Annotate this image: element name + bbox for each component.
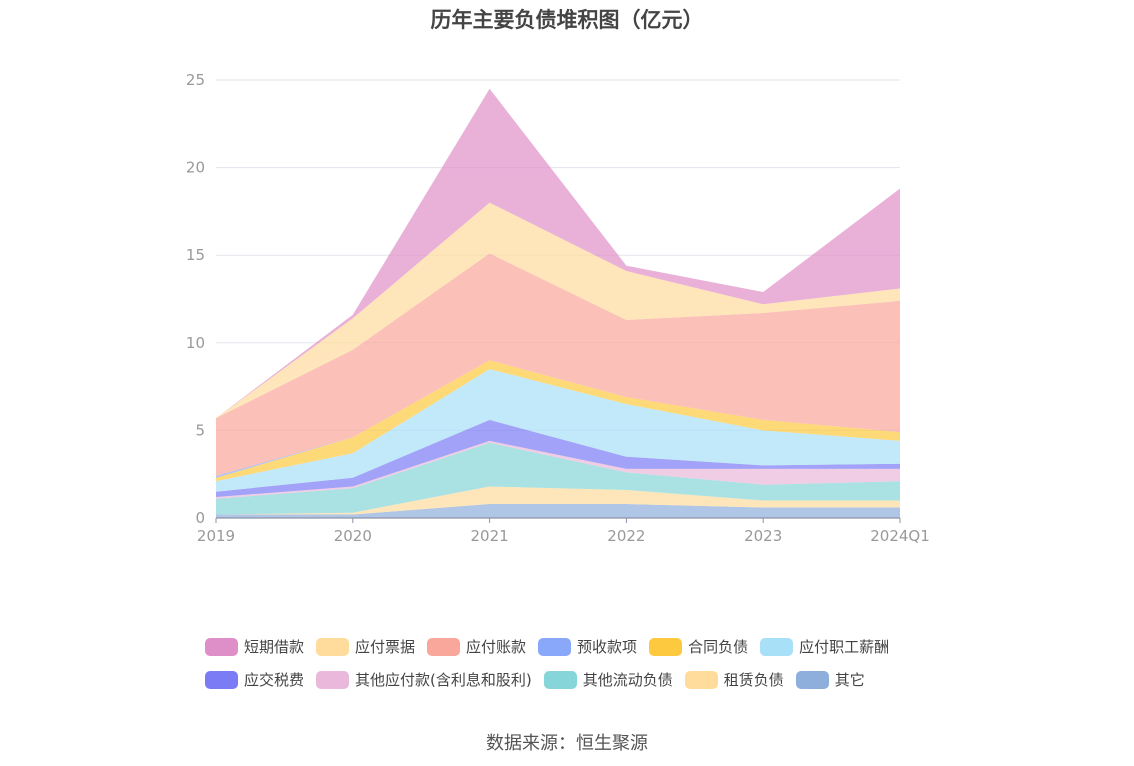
data-source-note: 数据来源：恒生聚源: [486, 733, 648, 754]
legend-label: 应交税费: [244, 671, 305, 689]
legend-label: 合同负债: [688, 638, 749, 656]
legend-item[interactable]: 预收款项: [538, 636, 637, 657]
y-tick-label: 0: [195, 509, 205, 527]
legend-swatch: [205, 637, 238, 656]
x-tick-label: 2024Q1: [870, 527, 930, 545]
legend-item[interactable]: 其它: [795, 669, 865, 690]
legend-swatch: [649, 637, 683, 656]
area-series-0: [216, 504, 900, 518]
legend-swatch: [760, 637, 794, 656]
chart-title: 历年主要负债堆积图（亿元）: [430, 8, 704, 32]
legend-swatch: [538, 637, 572, 656]
legend-item[interactable]: 合同负债: [649, 636, 748, 657]
area-series-2: [216, 442, 900, 515]
y-tick-label: 10: [186, 334, 205, 352]
area-series-4: [216, 419, 900, 497]
legend-label: 其它: [834, 671, 865, 689]
area-series-9: [216, 202, 900, 419]
area-series: [216, 88, 900, 518]
legend-label: 其他应付款(含利息和股利): [355, 671, 532, 689]
y-tick-label: 15: [186, 246, 205, 264]
legend-item[interactable]: 应付票据: [316, 636, 415, 657]
legend-swatch: [427, 637, 461, 656]
legend-item[interactable]: 其他流动负债: [543, 669, 673, 690]
legend-label: 预收款项: [577, 638, 638, 656]
x-tick-label: 2020: [334, 527, 372, 545]
legend-row-2: 应交税费 其他应付款(含利息和股利) 其他流动负债 租赁负债 其它: [205, 663, 945, 696]
legend-swatch: [543, 670, 577, 689]
legend-item[interactable]: 应付账款: [427, 636, 526, 657]
y-tick-label: 25: [186, 71, 205, 89]
area-series-8: [216, 253, 900, 476]
area-series-6: [216, 360, 900, 482]
axes: 0 5 10 15 20 25 2019 2020 2021 2022 2023 2024Q1: [186, 71, 930, 545]
y-tick-label: 20: [186, 159, 205, 177]
area-series-3: [216, 440, 900, 499]
legend-swatch: [205, 670, 238, 689]
legend-item[interactable]: 应付职工薪酬: [760, 636, 889, 657]
x-tick-label: 2023: [744, 527, 782, 545]
area-series-5: [216, 369, 900, 492]
legend-item[interactable]: 应交税费: [205, 669, 304, 690]
legend-label: 短期借款: [244, 638, 305, 656]
legend-item[interactable]: 短期借款: [205, 636, 304, 657]
y-tick-label: 5: [195, 421, 205, 439]
legend-item[interactable]: 租赁负债: [684, 669, 784, 690]
x-tick-label: 2022: [607, 527, 645, 545]
legend-row-1: 短期借款 应付票据 应付账款 预收款项 合同负债 应付职工薪酬: [205, 630, 945, 663]
legend-label: 应付职工薪酬: [799, 638, 890, 656]
legend-label: 应付票据: [355, 638, 416, 656]
legend-swatch: [795, 670, 829, 689]
legend-swatch: [316, 670, 350, 689]
legend-label: 应付账款: [466, 638, 527, 656]
legend-swatch: [316, 637, 350, 656]
area-series-1: [216, 486, 900, 515]
legend-item[interactable]: 其他应付款(含利息和股利): [316, 669, 532, 690]
x-tick-label: 2019: [197, 527, 235, 545]
legend-label: 其他流动负债: [582, 671, 673, 689]
legend-swatch: [684, 670, 718, 689]
legend: 短期借款 应付票据 应付账款 预收款项 合同负债 应付职工薪酬应交税费 其他应付款(含利息和…: [205, 630, 945, 696]
legend-label: 租赁负债: [723, 671, 784, 689]
x-tick-label: 2021: [471, 527, 509, 545]
